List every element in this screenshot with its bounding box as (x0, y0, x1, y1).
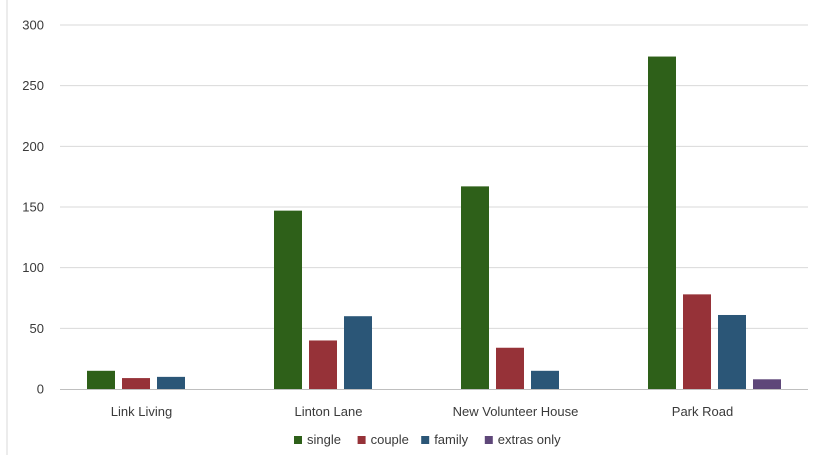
legend-swatch (357, 436, 366, 444)
legend-swatch (421, 436, 430, 444)
legend-swatch (484, 436, 493, 444)
y-tick-label: 150 (22, 200, 44, 215)
x-category-label: Park Road (672, 404, 733, 419)
bar-couple (122, 378, 150, 389)
x-category-label: Linton Lane (295, 404, 363, 419)
bar-family (344, 316, 372, 389)
y-tick-label: 0 (37, 382, 44, 397)
y-tick-label: 100 (22, 260, 44, 275)
x-category-label: Link Living (111, 404, 172, 419)
x-category-label: New Volunteer House (453, 404, 579, 419)
gridlines (60, 24, 808, 329)
y-tick-label: 300 (22, 18, 44, 33)
x-axis: Link Living Linton Lane New Volunteer Hous… (60, 389, 808, 419)
bar-couple (683, 294, 711, 389)
bars (87, 56, 781, 390)
legend-label: family (434, 432, 468, 447)
bar-family (157, 376, 185, 389)
legend: single couple family extras only (294, 432, 561, 447)
bar-couple (496, 347, 524, 389)
bar-single (87, 370, 115, 389)
bar-single (461, 186, 489, 389)
y-tick-label: 50 (30, 321, 44, 336)
legend-swatch (294, 436, 302, 444)
y-axis-ticks: 0 50 100 150 200 250 300 (22, 18, 44, 397)
y-tick-label: 250 (22, 78, 44, 93)
y-tick-label: 200 (22, 139, 44, 154)
bar-single (274, 210, 302, 389)
bar-family (718, 314, 746, 389)
bar-single (648, 56, 676, 390)
legend-label: extras only (498, 432, 561, 447)
legend-label: single (307, 432, 341, 447)
legend-label: couple (371, 432, 409, 447)
bar-family (531, 370, 559, 389)
bar-couple (309, 340, 337, 389)
bar-extras-only (753, 379, 781, 389)
